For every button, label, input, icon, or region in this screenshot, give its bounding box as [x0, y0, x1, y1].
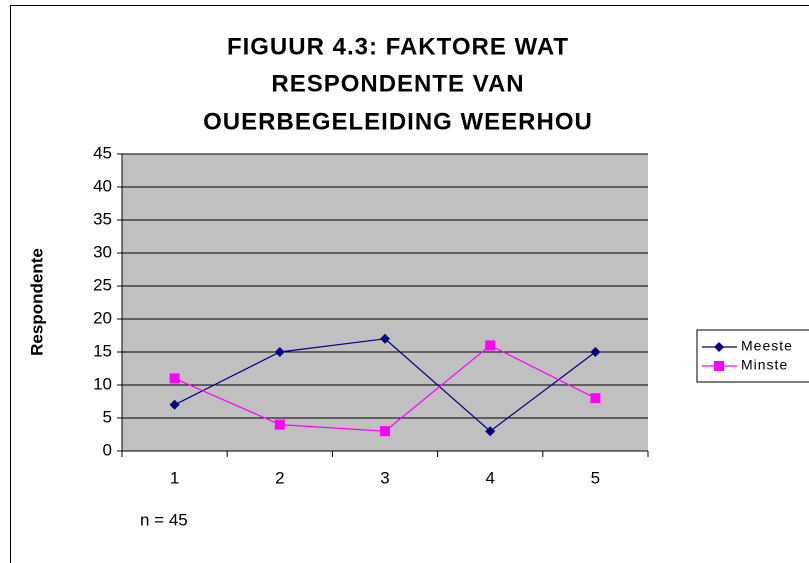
marker — [169, 373, 180, 384]
x-tick-label: 1 — [170, 468, 179, 487]
marker — [485, 340, 496, 351]
y-tick-label: 45 — [93, 143, 112, 162]
y-tick-label: 20 — [93, 308, 112, 327]
x-tick-label: 4 — [485, 468, 494, 487]
marker — [590, 347, 601, 357]
y-tick-label: 0 — [103, 440, 112, 459]
chart-title: RESPONDENTE VAN — [271, 70, 524, 97]
x-tick-label: 5 — [591, 468, 600, 487]
marker — [169, 399, 180, 410]
y-tick-label: 5 — [103, 407, 112, 426]
y-axis-label: Respondente — [27, 248, 46, 356]
marker — [380, 333, 390, 344]
chart-title: OUERBEGELEIDING WEERHOU — [203, 108, 593, 135]
chart-title: FIGUUR 4.3: FAKTORE WAT — [227, 33, 569, 60]
y-tick-label: 40 — [93, 176, 112, 195]
marker — [714, 361, 724, 371]
legend-label: Minste — [741, 357, 788, 373]
marker — [590, 393, 601, 404]
marker — [485, 426, 496, 437]
plot-area — [122, 154, 648, 451]
legend-label: Meeste — [741, 338, 793, 354]
marker — [274, 419, 285, 430]
marker — [380, 426, 390, 437]
x-tick-label: 3 — [380, 468, 389, 487]
marker — [714, 342, 724, 352]
y-tick-label: 25 — [93, 275, 112, 294]
marker — [274, 347, 285, 357]
annotation: n = 45 — [140, 510, 188, 529]
y-tick-label: 30 — [93, 242, 112, 261]
y-tick-label: 10 — [93, 374, 112, 393]
y-tick-label: 35 — [93, 209, 112, 228]
x-tick-label: 2 — [275, 468, 284, 487]
y-tick-label: 15 — [93, 341, 112, 360]
legend-box — [696, 329, 809, 383]
